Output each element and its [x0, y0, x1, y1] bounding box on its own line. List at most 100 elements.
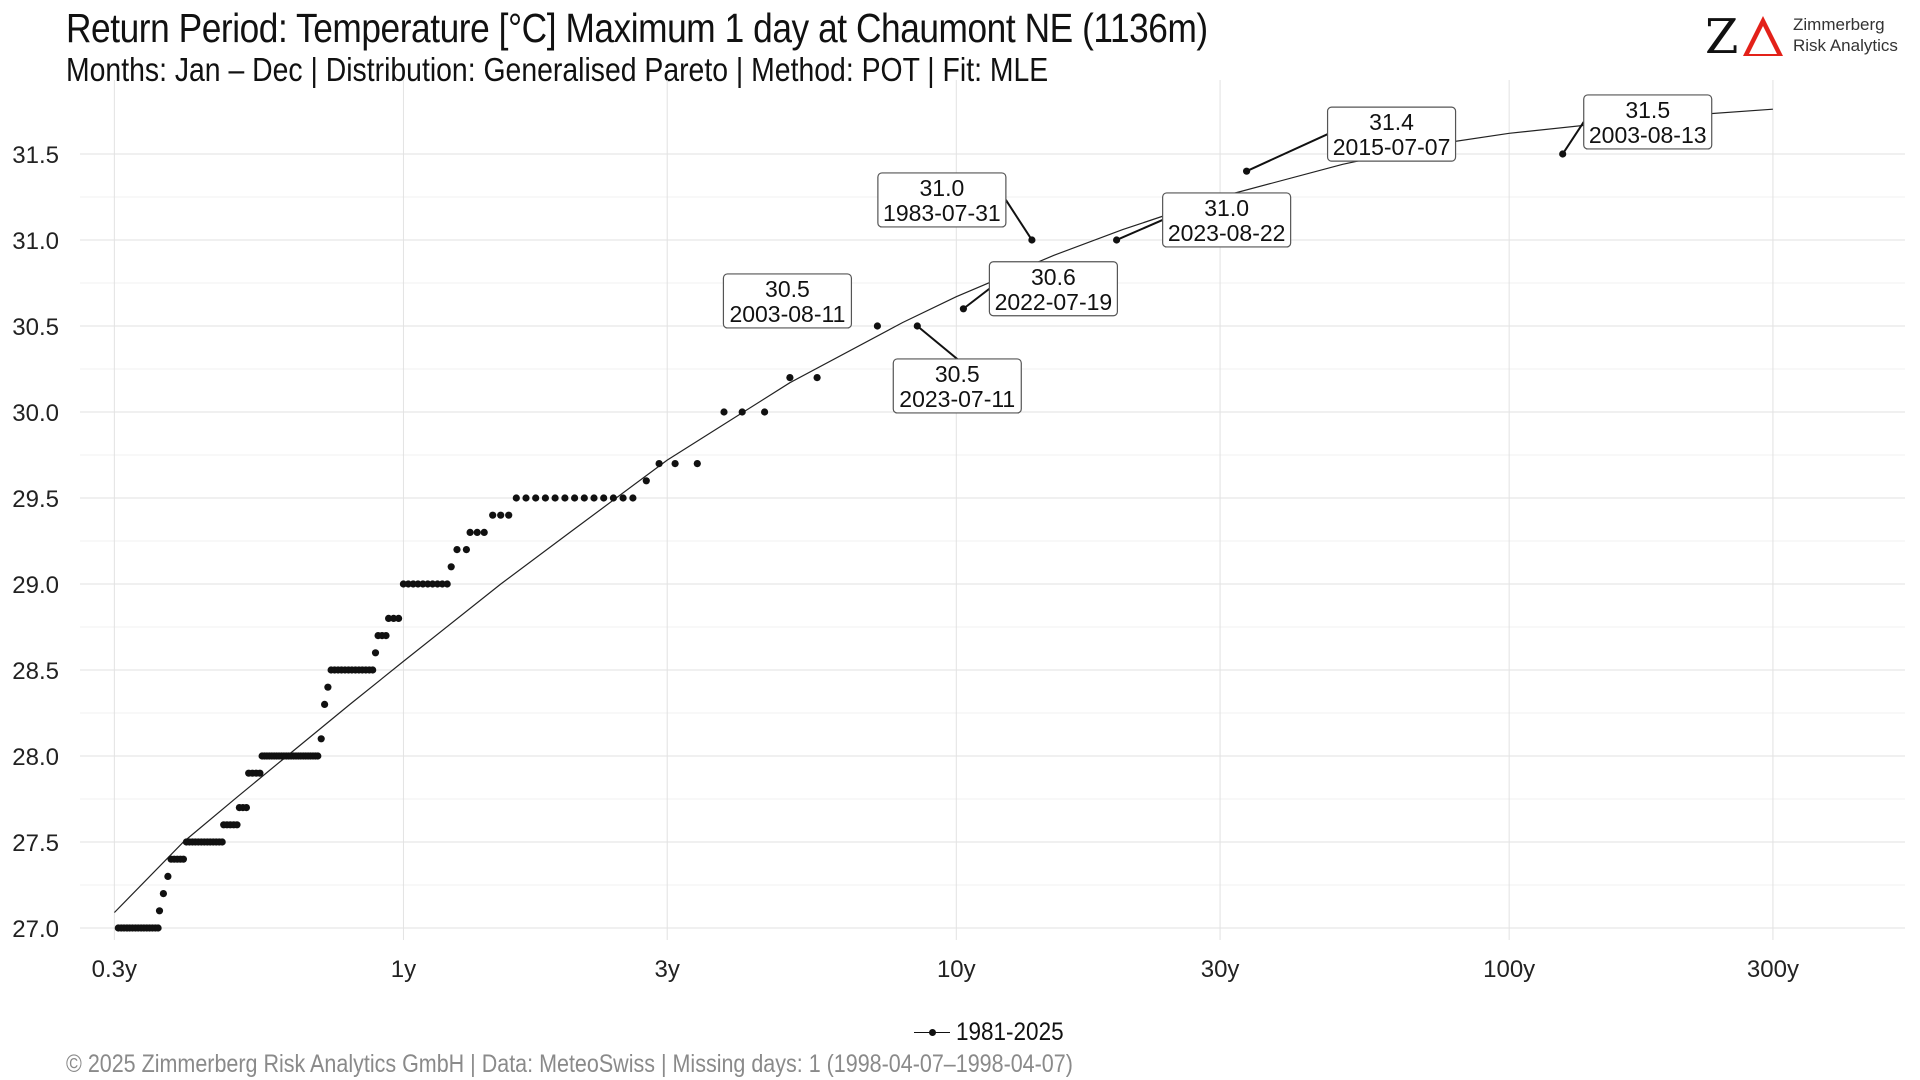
- data-point: [218, 838, 226, 846]
- data-point: [385, 614, 393, 623]
- label-value: 31.4: [1369, 109, 1414, 135]
- data-point: [256, 769, 264, 777]
- label-date: 2023-08-22: [1168, 220, 1286, 246]
- label-leader-line: [1561, 121, 1585, 155]
- data-point: [551, 494, 559, 502]
- data-point: [642, 477, 650, 485]
- label-value: 30.5: [935, 361, 980, 387]
- data-point: [371, 649, 380, 657]
- data-point: [571, 494, 579, 502]
- y-tick-label: 29.0: [12, 572, 59, 599]
- data-point: [497, 511, 505, 519]
- return-period-chart: 27.0 27.5 28.0 28.5 29.0 29.5 30.0 30.5 31.0 31.5…: [12, 80, 1905, 983]
- x-tick-label: 30y: [1201, 956, 1240, 983]
- label-date: 2023-07-11: [899, 386, 1015, 412]
- data-point: [1113, 236, 1121, 244]
- legend-label: 1981-2025: [956, 1017, 1064, 1046]
- logo-name: Zimmerberg Risk Analytics: [1793, 14, 1898, 56]
- data-point: [505, 511, 513, 519]
- x-tick-label: 300y: [1747, 956, 1799, 983]
- y-tick-label: 30.0: [12, 400, 59, 427]
- logo-delta-icon: [1743, 16, 1783, 56]
- data-point: [522, 494, 530, 502]
- grid-lines: [80, 80, 1905, 940]
- data-point: [369, 666, 377, 674]
- label-date: 2003-08-13: [1589, 122, 1707, 148]
- x-tick-label: 1y: [391, 956, 416, 983]
- data-point: [443, 580, 451, 588]
- data-point: [629, 494, 637, 502]
- label-date: 2022-07-19: [995, 289, 1113, 315]
- fit-curve: [113, 108, 1773, 913]
- label-box: [892, 358, 1022, 414]
- x-tick-label: 10y: [937, 956, 976, 983]
- y-tick-label: 28.5: [12, 658, 59, 685]
- data-points: [114, 150, 1567, 932]
- data-point: [738, 408, 746, 416]
- data-point: [447, 563, 455, 571]
- logo-z-mark: Z: [1705, 9, 1739, 65]
- y-tick-label: 28.0: [12, 744, 59, 771]
- chart-subtitle: Months: Jan – Dec | Distribution: Genera…: [66, 51, 1049, 88]
- label-date: 1983-07-31: [883, 200, 1001, 226]
- label-leader-line: [1005, 199, 1033, 241]
- y-tick-label: 27.0: [12, 916, 59, 943]
- y-tick-label: 31.5: [12, 142, 59, 169]
- data-point: [395, 614, 403, 623]
- data-point: [466, 528, 474, 537]
- data-point: [786, 374, 794, 382]
- data-point: [179, 855, 187, 863]
- y-tick-label: 27.5: [12, 830, 59, 857]
- x-tick-label: 0.3y: [92, 956, 137, 983]
- data-point: [453, 546, 461, 554]
- chart-title: Return Period: Temperature [°C] Maximum …: [66, 5, 1208, 51]
- label-box: [877, 172, 1007, 228]
- data-point: [155, 907, 164, 915]
- data-point: [720, 408, 728, 416]
- data-point: [164, 872, 172, 881]
- label-value: 30.6: [1031, 264, 1076, 290]
- data-point: [321, 700, 329, 709]
- label-box: [1326, 106, 1457, 162]
- data-point: [489, 511, 497, 519]
- label-leader-line: [1116, 219, 1164, 241]
- x-tick-label: 100y: [1483, 956, 1535, 983]
- y-tick-labels: 27.0 27.5 28.0 28.5 29.0 29.5 30.0 30.5 31.0 31.5: [12, 142, 59, 943]
- label-value: 31.5: [1625, 97, 1670, 123]
- y-tick-label: 29.5: [12, 486, 59, 513]
- label-box: [1583, 94, 1713, 150]
- data-point: [324, 683, 332, 691]
- data-point: [382, 632, 390, 640]
- data-point: [473, 528, 481, 537]
- label-value: 31.0: [919, 175, 964, 201]
- logo-name-line2: Risk Analytics: [1793, 36, 1898, 55]
- label-leader-line: [962, 287, 991, 310]
- data-point: [390, 614, 398, 623]
- label-box: [1162, 192, 1292, 248]
- data-point: [813, 374, 821, 382]
- data-point: [655, 460, 663, 468]
- label-leader-line: [1246, 133, 1328, 173]
- x-tick-labels: 0.3y 1y 3y 10y 30y 100y 300y: [92, 956, 1799, 983]
- label-date: 2003-08-11: [729, 301, 845, 327]
- data-point: [609, 494, 618, 502]
- data-point: [314, 752, 322, 760]
- data-point: [154, 924, 162, 932]
- data-point: [671, 460, 679, 468]
- data-point: [580, 494, 588, 502]
- y-tick-label: 30.5: [12, 314, 59, 341]
- data-point: [619, 494, 627, 502]
- data-point: [600, 494, 608, 502]
- data-point: [512, 494, 520, 502]
- data-point: [873, 322, 882, 330]
- label-box: [988, 261, 1118, 317]
- data-point: [242, 804, 250, 812]
